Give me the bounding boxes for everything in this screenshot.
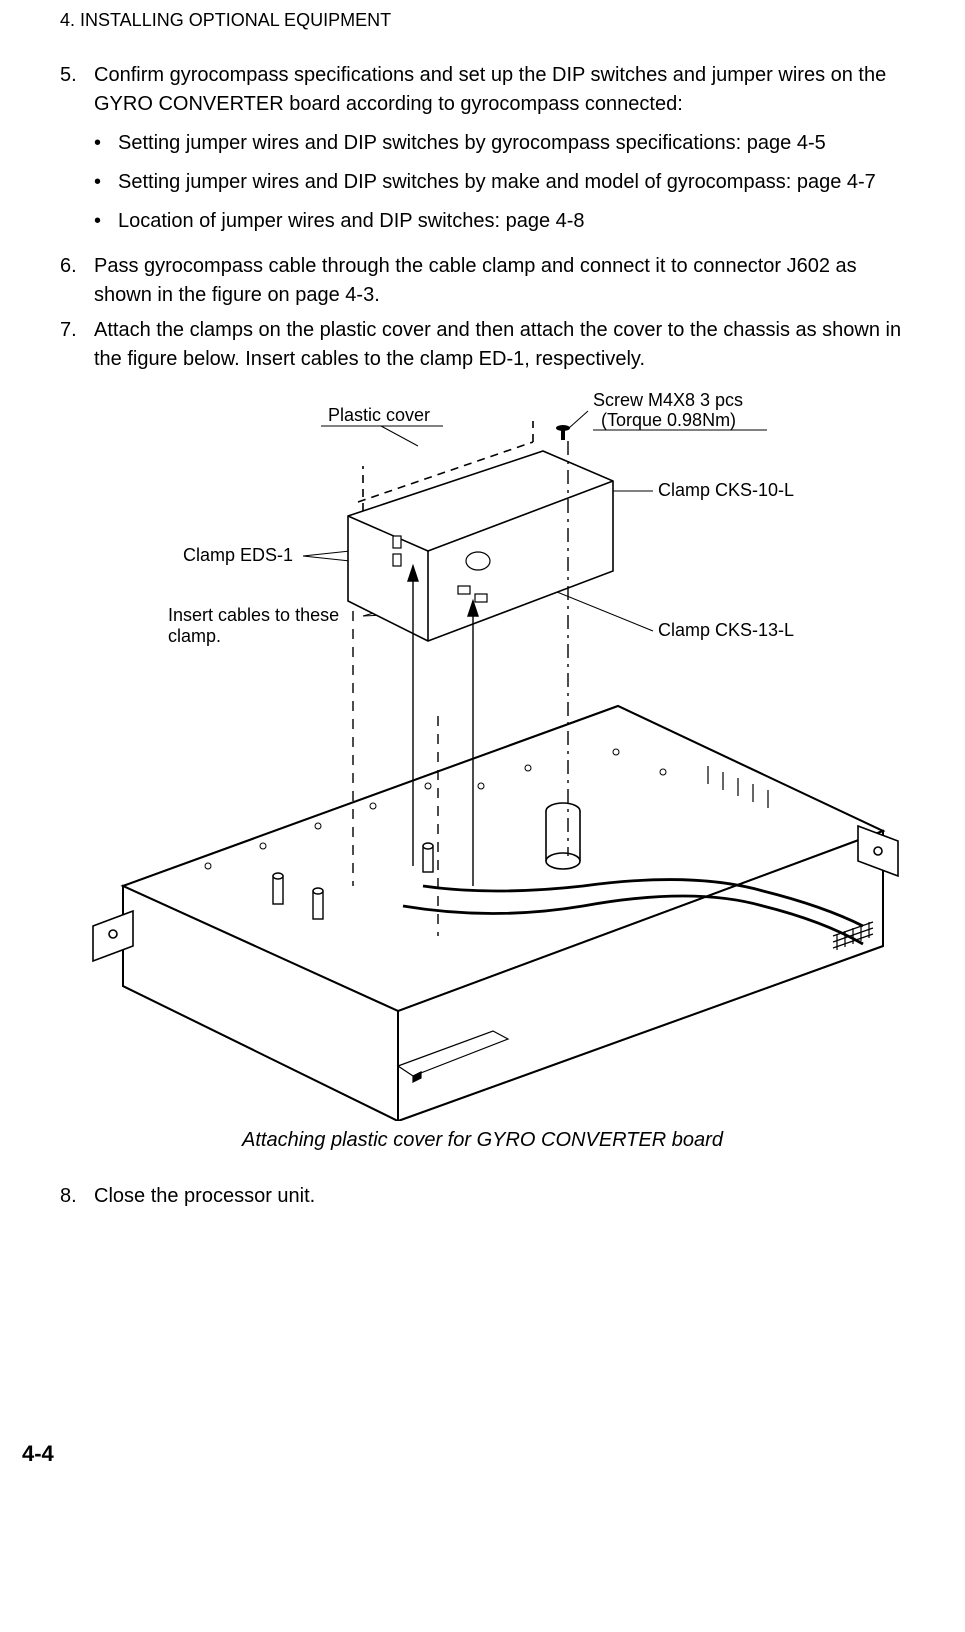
step-7-text: Attach the clamps on the plastic cover a… xyxy=(94,316,905,374)
step-7-num: 7. xyxy=(60,316,94,374)
step-6-text: Pass gyrocompass cable through the cable… xyxy=(94,252,905,310)
step-6-num: 6. xyxy=(60,252,94,310)
figure-caption: Attaching plastic cover for GYRO CONVERT… xyxy=(60,1129,905,1152)
step-8-text: Close the processor unit. xyxy=(94,1182,905,1211)
step-8-num: 8. xyxy=(60,1182,94,1211)
step-5-bullet-2-text: Setting jumper wires and DIP switches by… xyxy=(118,168,876,197)
label-cks13: Clamp CKS-13-L xyxy=(658,620,794,640)
step-5-bullet-2: • Setting jumper wires and DIP switches … xyxy=(94,168,905,197)
step-5-bullet-1-text: Setting jumper wires and DIP switches by… xyxy=(118,129,826,158)
step-5-bullet-3-text: Location of jumper wires and DIP switche… xyxy=(118,207,585,236)
bullet-dot: • xyxy=(94,207,118,236)
label-eds1: Clamp EDS-1 xyxy=(183,545,293,565)
cylinder-icon xyxy=(546,803,580,869)
step-7: 7. Attach the clamps on the plastic cove… xyxy=(60,316,905,374)
step-5-text: Confirm gyrocompass specifications and s… xyxy=(94,61,905,119)
step-8: 8. Close the processor unit. xyxy=(60,1182,905,1211)
bullet-dot: • xyxy=(94,129,118,158)
page-number: 4-4 xyxy=(22,1441,54,1467)
plastic-cover-shape xyxy=(348,421,613,641)
label-cks10: Clamp CKS-10-L xyxy=(658,480,794,500)
step-5-bullet-1: • Setting jumper wires and DIP switches … xyxy=(94,129,905,158)
section-header: 4. INSTALLING OPTIONAL EQUIPMENT xyxy=(60,10,905,31)
label-screw-l1: Screw M4X8 3 pcs xyxy=(593,390,743,410)
label-plastic-cover: Plastic cover xyxy=(328,405,430,425)
label-screw-l2: (Torque 0.98Nm) xyxy=(601,410,736,430)
screw-icon xyxy=(556,425,570,440)
figure: Plastic cover Screw M4X8 3 pcs (Torque 0… xyxy=(60,386,905,1121)
step-5: 5. Confirm gyrocompass specifications an… xyxy=(60,61,905,246)
step-5-bullet-3: • Location of jumper wires and DIP switc… xyxy=(94,207,905,236)
bullet-dot: • xyxy=(94,168,118,197)
step-5-num: 5. xyxy=(60,61,94,246)
step-6: 6. Pass gyrocompass cable through the ca… xyxy=(60,252,905,310)
figure-svg: Plastic cover Screw M4X8 3 pcs (Torque 0… xyxy=(63,386,903,1121)
label-insert-l2: clamp. xyxy=(168,626,221,646)
label-insert-l1: Insert cables to these xyxy=(168,605,339,625)
